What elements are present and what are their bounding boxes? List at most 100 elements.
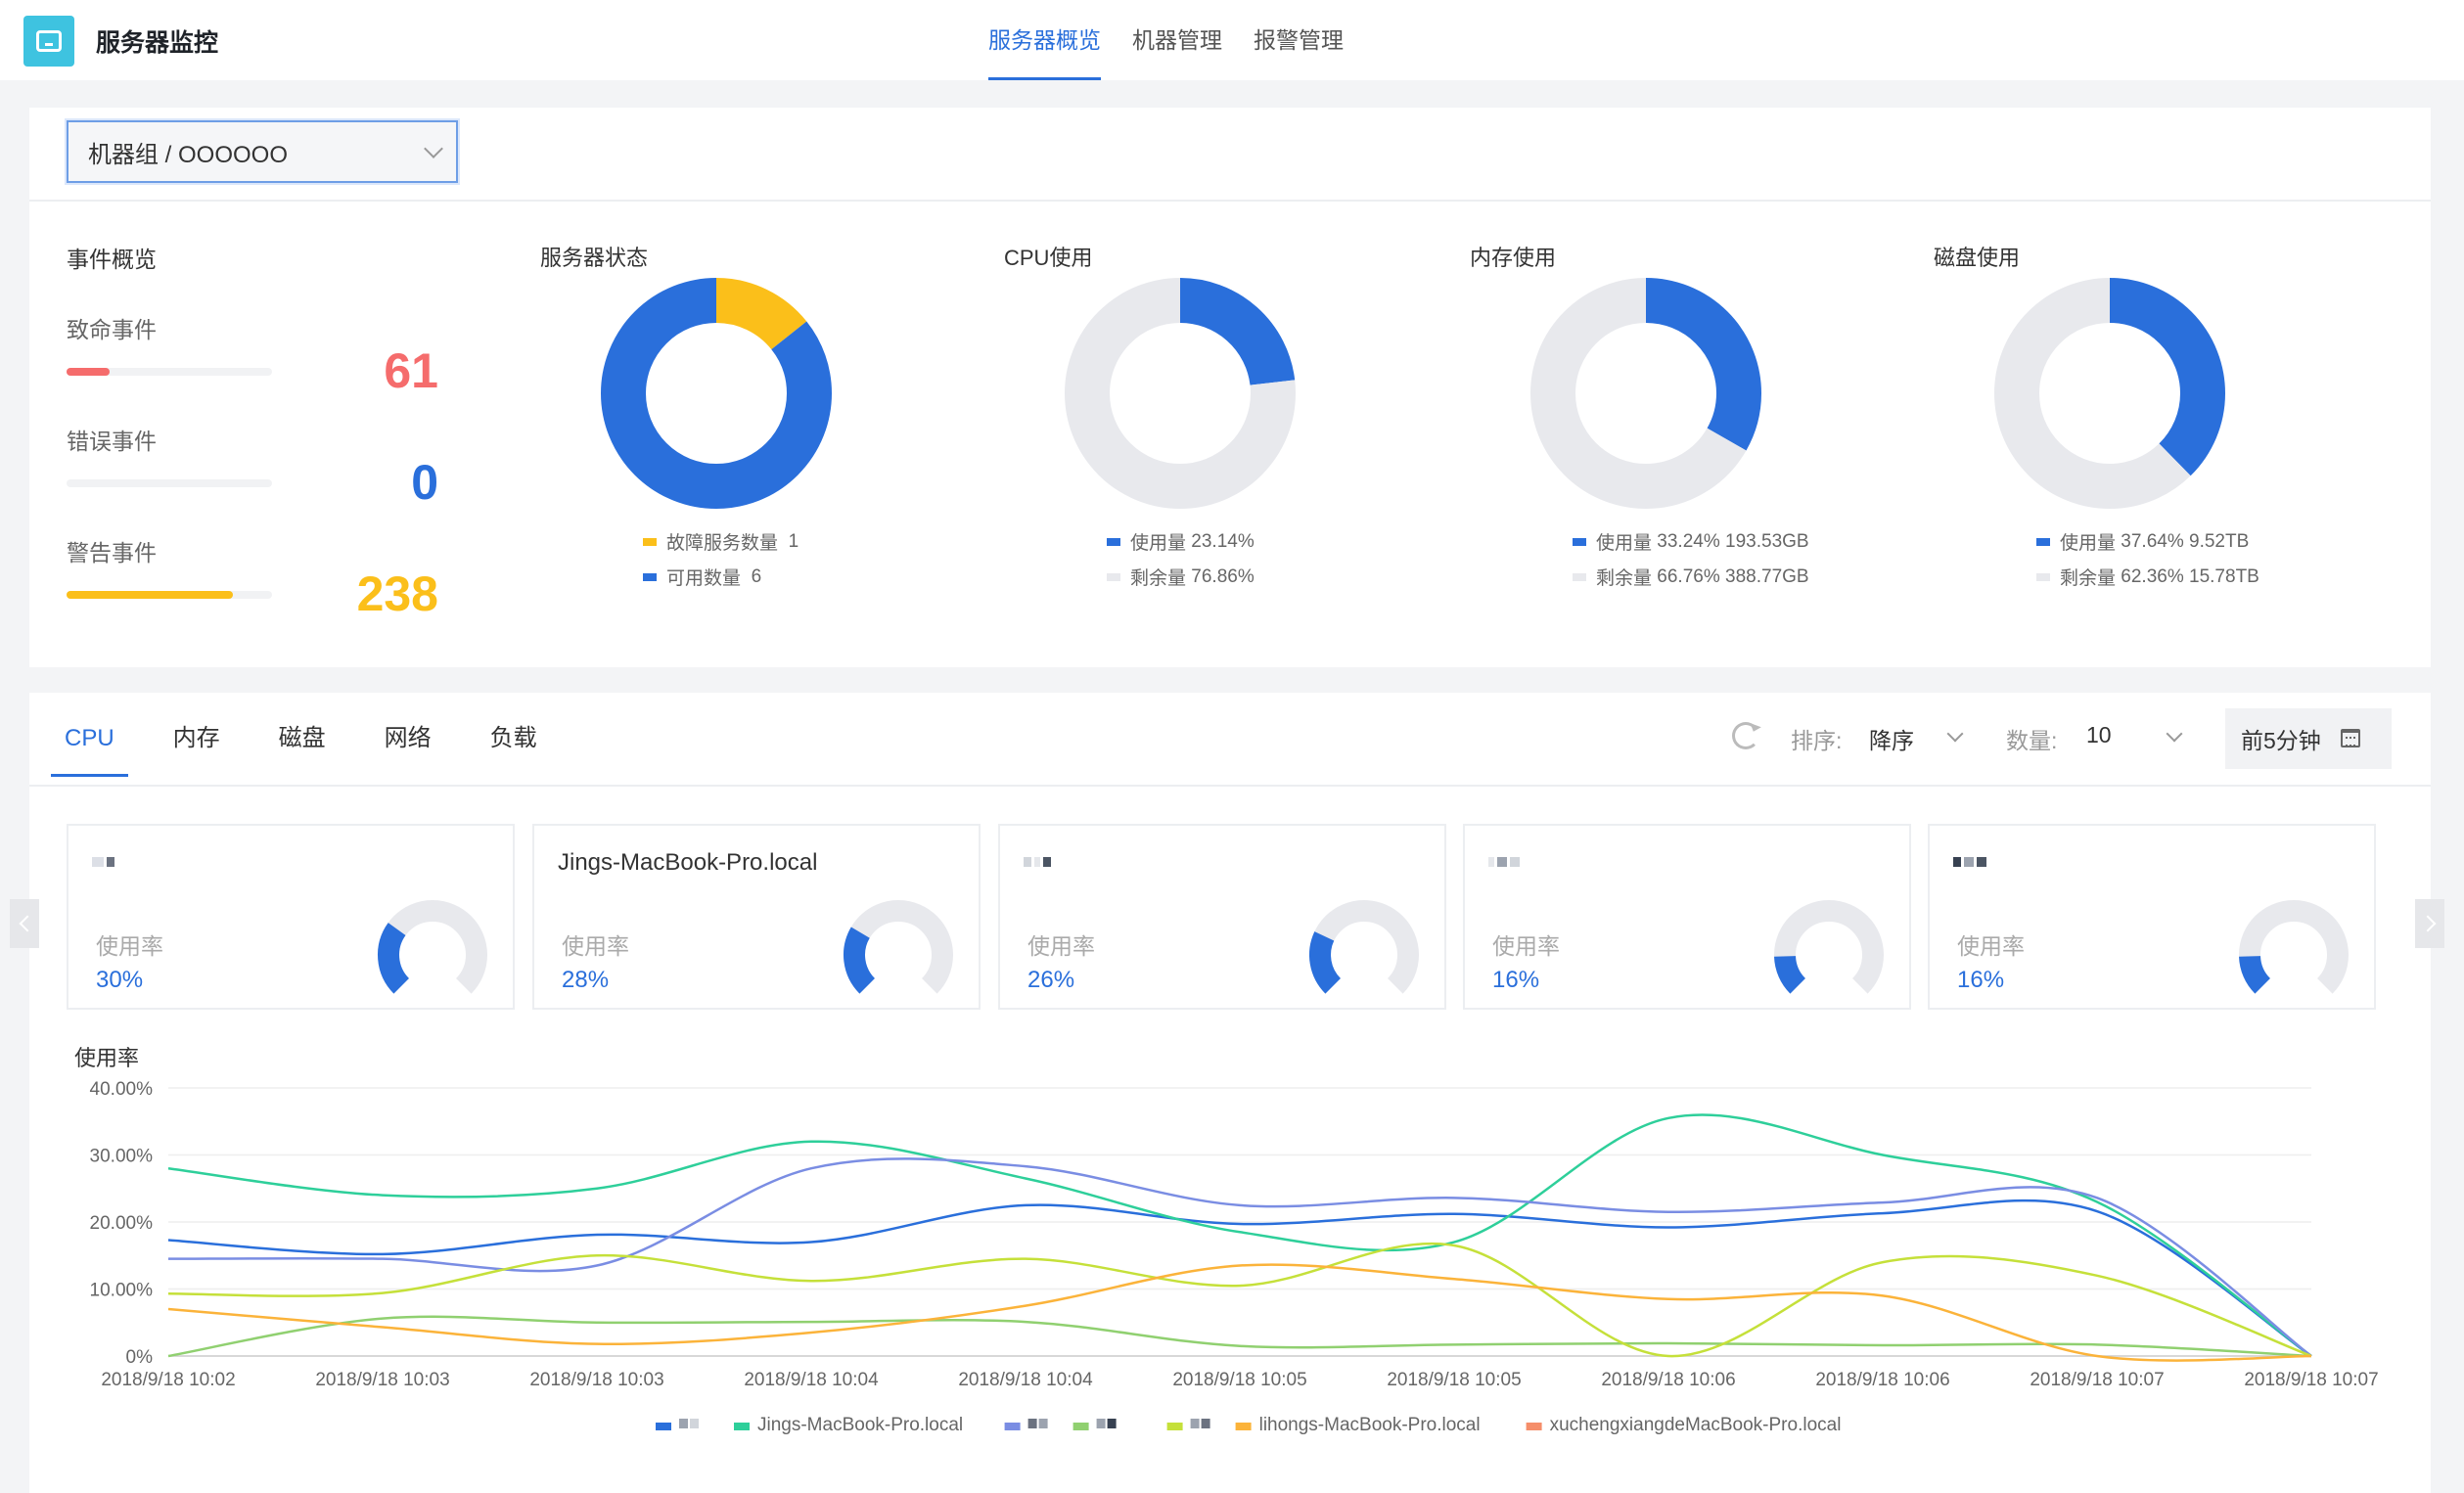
legend-item: [1004, 1419, 1048, 1430]
x-tick-label: 2018/9/18 10:04: [744, 1370, 879, 1390]
donut-slice: [1994, 278, 2225, 509]
app-title: 服务器监控: [96, 29, 219, 57]
sort-select[interactable]: 降序: [1869, 728, 1914, 753]
y-tick-label: 30.00%: [90, 1147, 154, 1167]
event-label-warning: 警告事件: [67, 540, 157, 566]
legend-item: 剩余量 62.36% 15.78TB: [2036, 564, 2259, 590]
host-name-redacted: [1024, 857, 1051, 867]
events-title: 事件概览: [67, 247, 157, 272]
chevron-down-icon[interactable]: [1946, 725, 1964, 743]
donut-chart: [1994, 278, 2225, 509]
series-line: [167, 1157, 2312, 1358]
chevron-down-icon[interactable]: [2166, 725, 2183, 743]
donut-title: CPU使用: [1004, 246, 1093, 270]
count-select[interactable]: 10: [2086, 722, 2112, 747]
tab-memory[interactable]: 内存: [172, 725, 220, 751]
host-name: Jings-MacBook-Pro.local: [558, 849, 818, 876]
donut-title: 服务器状态: [540, 246, 649, 270]
legend-item: xuchengxiangdeMacBook-Pro.local: [1526, 1415, 1842, 1435]
disk-usage-donut: 磁盘使用 使用量 37.64% 9.52TB 剩余量 62.36% 15.78T…: [1934, 235, 2345, 626]
legend-item: lihongs-MacBook-Pro.local: [1235, 1415, 1481, 1435]
legend-label-redacted: [690, 1419, 699, 1428]
legend-item: [1166, 1419, 1210, 1430]
memory-usage-donut: 内存使用 使用量 33.24% 193.53GB 剩余量 66.76% 388.…: [1470, 235, 1881, 626]
nav-alarm-management[interactable]: 报警管理: [1254, 27, 1344, 53]
carousel-prev-button[interactable]: [10, 899, 39, 948]
legend-label-redacted: [1096, 1419, 1106, 1428]
legend-swatch: [1004, 1423, 1021, 1430]
top-header: 服务器监控 服务器概览 机器管理 报警管理: [0, 0, 2464, 80]
legend-label: xuchengxiangdeMacBook-Pro.local: [1550, 1415, 1842, 1435]
usage-value: 28%: [562, 967, 610, 993]
host-card[interactable]: Jings-MacBook-Pro.local 使用率 28%: [532, 824, 981, 1010]
usage-value: 16%: [1957, 967, 2005, 993]
divider: [29, 200, 2431, 202]
tab-cpu[interactable]: CPU: [51, 693, 128, 785]
gauge-fill: [1774, 955, 1806, 994]
nav-server-overview[interactable]: 服务器概览: [988, 0, 1101, 80]
legend-item: 使用量 23.14%: [1107, 528, 1255, 555]
gauge-fill: [1309, 931, 1342, 994]
legend-item: 剩余量 66.76% 388.77GB: [1573, 564, 1809, 590]
legend-item: 可用数量 6: [643, 564, 761, 590]
usage-value: 16%: [1492, 967, 1540, 993]
x-tick-label: 2018/9/18 10:07: [2030, 1370, 2164, 1390]
donut-slice: [1530, 278, 1761, 509]
event-bar-warning: [67, 591, 272, 599]
x-tick-label: 2018/9/18 10:03: [529, 1370, 663, 1390]
x-tick-label: 2018/9/18 10:05: [1387, 1370, 1521, 1390]
count-label: 数量:: [2006, 728, 2058, 753]
calendar-icon: [2341, 729, 2360, 747]
host-name-redacted: [92, 857, 114, 867]
carousel-next-button[interactable]: [2415, 899, 2444, 948]
event-label-fatal: 致命事件: [67, 317, 157, 342]
usage-label: 使用率: [96, 933, 163, 959]
donut-slice: [1065, 278, 1296, 509]
legend-item: [1072, 1419, 1117, 1430]
legend-label-redacted: [1201, 1419, 1210, 1428]
usage-gauge: [378, 900, 487, 994]
event-count-fatal: 61: [384, 343, 438, 398]
usage-gauge: [1774, 900, 1884, 994]
event-label-error: 错误事件: [67, 429, 157, 454]
gauge-fill: [844, 927, 876, 994]
machine-group-select[interactable]: 机器组 / OOOOOO: [67, 120, 458, 183]
time-range-picker[interactable]: 前5分钟: [2225, 708, 2392, 769]
gauge-fill: [378, 923, 410, 994]
series-line: [167, 1242, 2312, 1358]
nav-machine-management[interactable]: 机器管理: [1132, 27, 1222, 53]
legend-item: 使用量 33.24% 193.53GB: [1573, 528, 1809, 555]
legend-label-redacted: [1190, 1419, 1200, 1428]
main-nav: 服务器概览 机器管理 报警管理: [988, 0, 1375, 80]
tab-load[interactable]: 负载: [489, 725, 537, 751]
host-card[interactable]: 使用率 16%: [1463, 824, 1911, 1010]
event-bar-error: [67, 479, 272, 487]
usage-label: 使用率: [1957, 933, 2025, 959]
x-tick-label: 2018/9/18 10:04: [958, 1370, 1093, 1390]
server-status-donut: 服务器状态 故障服务数量 1 可用数量 6: [540, 235, 951, 626]
cpu-usage-donut: CPU使用 使用量 23.14% 剩余量 76.86%: [1004, 235, 1415, 626]
y-tick-label: 10.00%: [90, 1281, 154, 1301]
usage-label: 使用率: [1027, 933, 1095, 959]
series-line: [167, 1263, 2312, 1362]
tab-network[interactable]: 网络: [384, 725, 432, 751]
legend-item: Jings-MacBook-Pro.local: [734, 1415, 963, 1435]
series-line: [167, 1199, 2312, 1358]
legend-label: lihongs-MacBook-Pro.local: [1259, 1415, 1481, 1435]
x-tick-label: 2018/9/18 10:05: [1172, 1370, 1306, 1390]
legend-item: [656, 1419, 699, 1430]
legend-swatch: [734, 1423, 750, 1430]
host-card[interactable]: 使用率 16%: [1928, 824, 2376, 1010]
refresh-icon[interactable]: [1732, 722, 1759, 749]
x-tick-label: 2018/9/18 10:03: [315, 1370, 449, 1390]
legend-item: 使用量 37.64% 9.52TB: [2036, 528, 2249, 555]
usage-gauge: [844, 900, 953, 994]
chevron-down-icon: [424, 139, 443, 158]
event-count-warning: 238: [356, 566, 438, 621]
usage-gauge: [1309, 900, 1419, 994]
host-card[interactable]: 使用率 30%: [67, 824, 515, 1010]
sort-label: 排序:: [1791, 728, 1843, 753]
app-logo-icon[interactable]: [23, 16, 74, 67]
host-card[interactable]: 使用率 26%: [998, 824, 1446, 1010]
tab-disk[interactable]: 磁盘: [278, 725, 326, 751]
